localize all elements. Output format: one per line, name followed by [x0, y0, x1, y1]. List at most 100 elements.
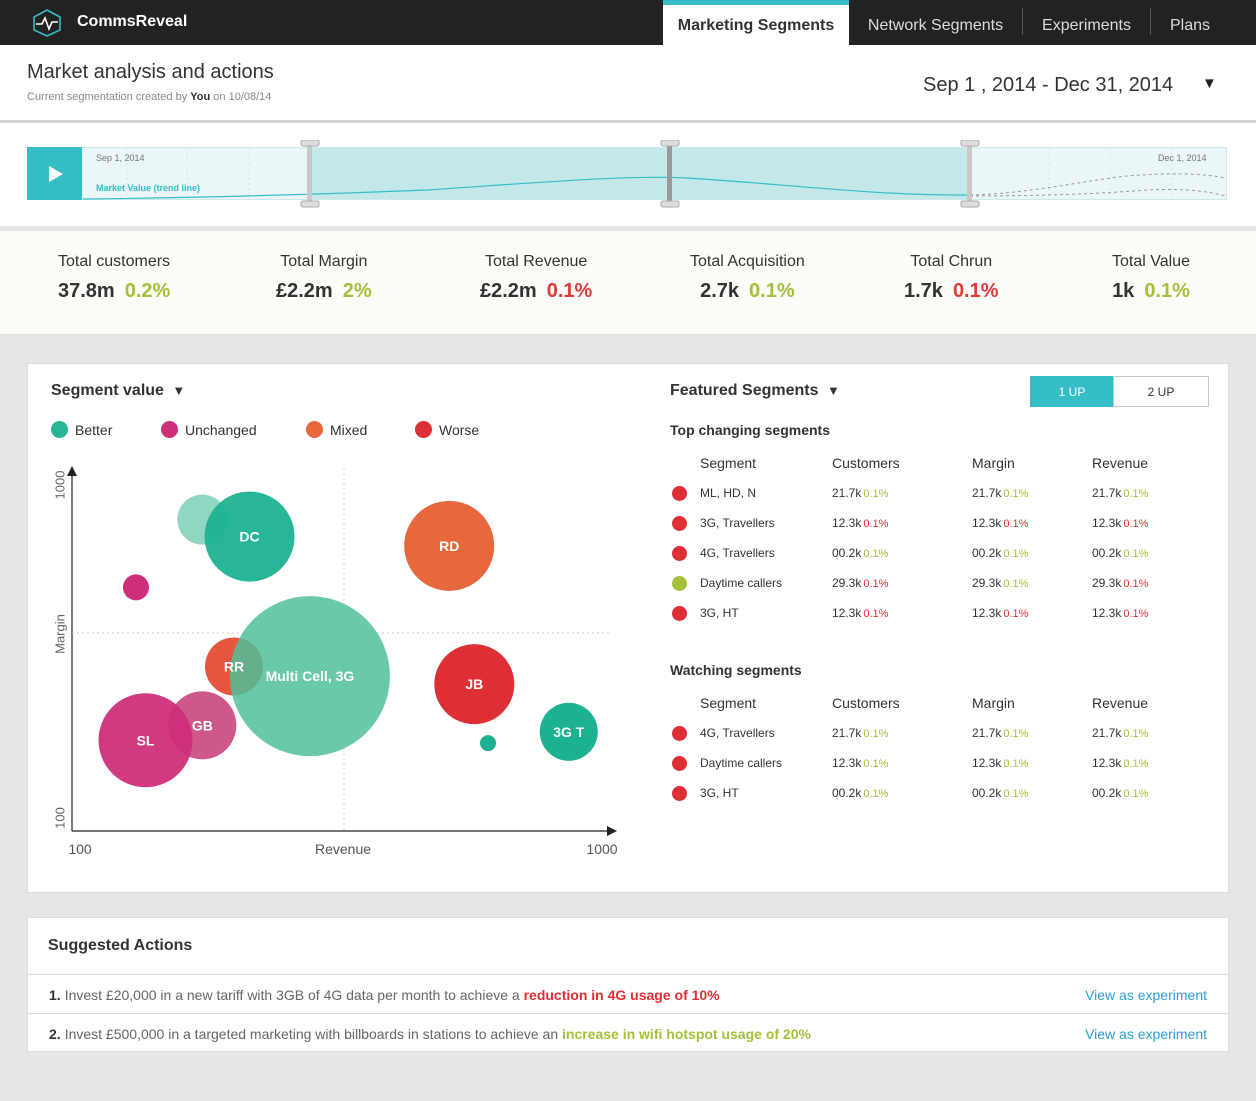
x-tick-min: 100 — [68, 841, 92, 857]
legend-label: Unchanged — [185, 422, 257, 438]
bubble-label: DC — [239, 529, 259, 545]
segmentation-info: Current segmentation created by You on 1… — [27, 91, 271, 103]
range-handle-middle[interactable] — [660, 140, 680, 208]
revenue-change: 0.1% — [1123, 788, 1149, 800]
play-button[interactable] — [27, 147, 82, 200]
column-header-segment: Segment — [700, 455, 757, 471]
segment-value: 4G, Travellers — [700, 726, 775, 740]
bubble-unlabeled-3[interactable] — [122, 574, 149, 601]
customers-change: 0.1% — [863, 488, 889, 500]
page-header: Market analysis and actions Current segm… — [0, 45, 1256, 120]
kpi-change: 0.1% — [546, 280, 593, 302]
status-dot — [672, 516, 687, 531]
date-range-selector[interactable]: Sep 1 , 2014 - Dec 31, 2014 — [923, 74, 1174, 96]
table-row[interactable]: 3G, Travellers 12.3k 0.1% 12.3k 0.1% 12.3k 0.1… — [670, 508, 1210, 538]
cell-segment: ML, HD, N — [700, 478, 756, 508]
subtitle-date: on 10/08/14 — [213, 91, 272, 103]
timeline-trend-label: Market Value (trend line) — [96, 183, 201, 193]
cell-revenue: 12.3k 0.1% — [1092, 748, 1148, 779]
action-highlight: reduction in 4G usage of 10% — [523, 987, 720, 1003]
view-as-experiment-link[interactable]: View as experiment — [1085, 987, 1207, 1003]
margin-value: 21.7k — [972, 726, 1002, 740]
app-logo-icon — [33, 9, 61, 37]
revenue-value: 21.7k — [1092, 726, 1122, 740]
customers-change: 0.1% — [863, 758, 889, 770]
revenue-change: 0.1% — [1123, 608, 1149, 620]
bubble-3g-t[interactable] — [539, 702, 598, 761]
margin-value: 00.2k — [972, 546, 1002, 560]
cell-customers: 29.3k 0.1% — [832, 568, 888, 599]
table-row[interactable]: 4G, Travellers 21.7k 0.1% 21.7k 0.1% 21.7k 0.1… — [670, 718, 1210, 748]
range-handle-left[interactable] — [300, 140, 320, 208]
segment-value: 3G, Travellers — [700, 516, 775, 530]
featured-segments-dropdown[interactable]: Featured Segments ▼ — [670, 382, 840, 400]
legend-label: Worse — [439, 422, 480, 438]
segment-value-dropdown[interactable]: Segment value ▼ — [51, 382, 185, 400]
customers-change: 0.1% — [863, 578, 889, 590]
legend-dot — [415, 421, 432, 438]
view-as-experiment-link[interactable]: View as experiment — [1085, 1026, 1207, 1042]
one-up-toggle[interactable]: 1 UP — [1030, 376, 1114, 407]
action-text: 2. Invest £500,000 in a targeted marketin… — [49, 1026, 811, 1042]
bubble-dc[interactable] — [204, 491, 295, 582]
margin-change: 0.1% — [1003, 608, 1029, 620]
cell-revenue: 21.7k 0.1% — [1092, 718, 1148, 749]
action-text: 1. Invest £20,000 in a new tariff with 3G… — [49, 987, 720, 1003]
y-tick-max: 1000 — [52, 471, 67, 500]
kpi-change: 0.1% — [749, 280, 795, 302]
customers-value: 12.3k — [832, 606, 862, 620]
bubble-jb[interactable] — [434, 644, 515, 725]
forecast-line-lower — [969, 188, 1226, 197]
cell-segment: 3G, HT — [700, 778, 739, 808]
table-row[interactable]: Daytime callers 12.3k 0.1% 12.3k 0.1% 12.3k 0.… — [670, 748, 1210, 778]
x-axis-label: Revenue — [315, 841, 371, 857]
kpi-value: 37.8m — [58, 280, 115, 302]
bubble-label: 3G T — [553, 724, 585, 740]
legend-better: Better — [51, 420, 112, 440]
table-row[interactable]: 3G, HT 00.2k 0.1% 00.2k 0.1% 00.2k 0.1% — [670, 778, 1210, 808]
kpi-total-margin: Total Margin £2.2m 2% — [276, 253, 372, 303]
two-up-toggle[interactable]: 2 UP — [1113, 376, 1209, 407]
action-description: Invest £500,000 in a targeted marketing … — [64, 1026, 559, 1042]
bubble-sl[interactable] — [98, 693, 193, 788]
segment-value: Daytime callers — [700, 576, 783, 590]
chevron-down-icon[interactable]: ▼ — [1202, 75, 1217, 92]
tab-experiments[interactable]: Experiments — [1042, 17, 1131, 34]
bubble-label: RR — [224, 658, 244, 674]
table-row[interactable]: Daytime callers 29.3k 0.1% 29.3k 0.1% 29.3k 0.… — [670, 568, 1210, 598]
margin-value: 29.3k — [972, 576, 1002, 590]
range-handle-right[interactable] — [960, 140, 980, 208]
table-row[interactable]: 3G, HT 12.3k 0.1% 12.3k 0.1% 12.3k 0.1% — [670, 598, 1210, 628]
table-row[interactable]: ML, HD, N 21.7k 0.1% 21.7k 0.1% 21.7k 0.1% — [670, 478, 1210, 508]
timeline-graph — [82, 140, 1226, 208]
kpi-label: Total customers — [58, 253, 171, 270]
tab-plans[interactable]: Plans — [1169, 17, 1211, 34]
cell-margin: 00.2k 0.1% — [972, 778, 1028, 809]
segment-value: 3G, HT — [700, 606, 739, 620]
cell-segment: Daytime callers — [700, 568, 782, 598]
column-header-customers: Customers — [832, 455, 900, 471]
column-header-margin: Margin — [972, 455, 1015, 471]
bubble-label: SL — [137, 732, 155, 748]
cell-margin: 21.7k 0.1% — [972, 478, 1028, 509]
table-row[interactable]: 4G, Travellers 00.2k 0.1% 00.2k 0.1% 00.2k 0.1… — [670, 538, 1210, 568]
bubble-multi-cell-3g[interactable] — [229, 596, 390, 757]
customers-change: 0.1% — [863, 608, 889, 620]
kpi-change: 0.2% — [124, 280, 171, 302]
cell-customers: 12.3k 0.1% — [832, 598, 888, 629]
y-axis-label: Margin — [52, 614, 67, 654]
tab-marketing-segments[interactable]: Marketing Segments — [663, 0, 849, 45]
tab-network-segments[interactable]: Network Segments — [867, 17, 1004, 34]
cell-margin: 29.3k 0.1% — [972, 568, 1028, 599]
play-icon — [49, 166, 63, 182]
segment-value: Daytime callers — [700, 756, 783, 770]
bubble-rd[interactable] — [404, 500, 495, 591]
customers-change: 0.1% — [863, 548, 889, 560]
revenue-value: 12.3k — [1092, 516, 1122, 530]
kpi-label: Total Revenue — [485, 253, 588, 270]
revenue-change: 0.1% — [1123, 728, 1149, 740]
table-header-row: Segment Customers Margin Revenue — [670, 448, 1210, 478]
timeline-start-label: Sep 1, 2014 — [96, 153, 145, 163]
bubble-unlabeled-10[interactable] — [480, 735, 497, 752]
